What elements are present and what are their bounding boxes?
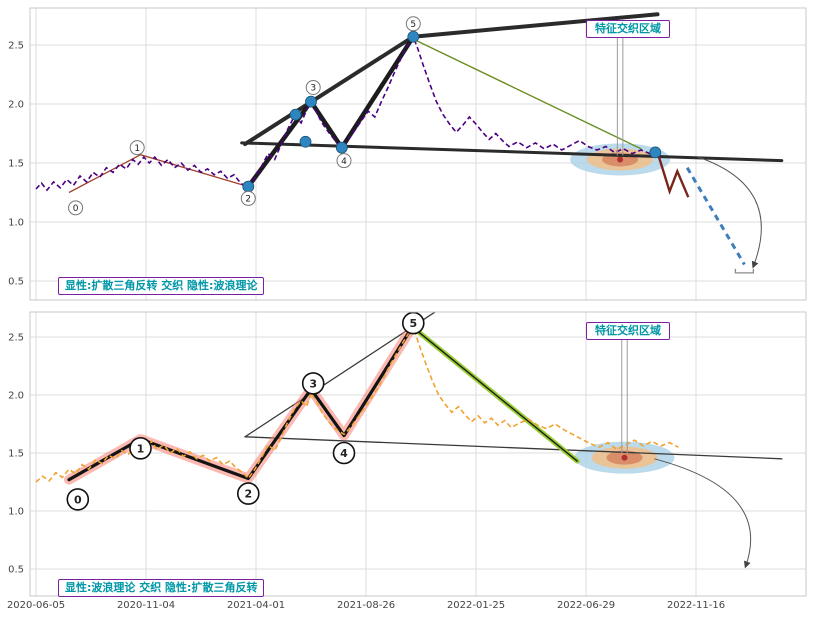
forecast-end-bracket bbox=[734, 268, 755, 274]
interweave-center-dot bbox=[621, 454, 628, 461]
interweave-center-dot bbox=[617, 156, 624, 163]
trend-line bbox=[240, 141, 784, 163]
forecast-dashed-line bbox=[685, 166, 746, 266]
y-tick-label: 2.0 bbox=[8, 100, 24, 111]
wave-marker bbox=[242, 180, 255, 193]
wave-number-label: 5 bbox=[410, 20, 416, 30]
thin-wave-line bbox=[68, 154, 249, 194]
panel-top: 0 1 2 3 4 5 bbox=[30, 8, 806, 300]
wave-number-label: 5 bbox=[409, 317, 417, 330]
y-tick-label: 1.0 bbox=[8, 507, 24, 518]
wave-line bbox=[246, 34, 416, 189]
price-line bbox=[35, 324, 679, 483]
wave-marker bbox=[407, 30, 420, 43]
pattern-label-top: 显性:扩散三角反转 交织 隐性:波浪理论 bbox=[58, 277, 265, 295]
x-tick-label: 2022-11-16 bbox=[667, 600, 725, 611]
wave-number-label: 4 bbox=[341, 157, 347, 167]
x-tick-label: 2022-01-25 bbox=[447, 600, 505, 611]
wave-marker bbox=[335, 141, 348, 154]
wave-number-circle bbox=[405, 16, 421, 32]
wave-number-label: 2 bbox=[244, 488, 252, 501]
trend-line bbox=[411, 12, 660, 39]
wave-number-label: 2 bbox=[245, 195, 251, 205]
aux-line bbox=[412, 327, 578, 462]
wave-marker bbox=[305, 95, 317, 108]
forecast-zigzag bbox=[657, 155, 690, 198]
wave-number-circle bbox=[336, 153, 352, 169]
wave-number-label: 1 bbox=[137, 442, 145, 455]
trend-line bbox=[243, 34, 416, 147]
x-tick-label: 2020-11-04 bbox=[117, 600, 175, 611]
panel-border bbox=[29, 7, 807, 301]
wave-marker bbox=[289, 108, 302, 121]
wave-number-circle bbox=[66, 488, 90, 511]
wave-number-label: 3 bbox=[310, 84, 316, 94]
wave-number-circle bbox=[402, 312, 425, 335]
x-tick-label: 2021-08-26 bbox=[337, 600, 395, 611]
wave-number-label: 0 bbox=[74, 493, 82, 506]
price-line bbox=[35, 34, 659, 192]
wave-number-label: 3 bbox=[309, 377, 317, 390]
aux-line bbox=[412, 38, 642, 150]
wave-line bbox=[67, 323, 415, 482]
wave-number-label: 0 bbox=[73, 204, 79, 214]
wave-marker bbox=[299, 135, 312, 148]
y-tick-label: 2.5 bbox=[8, 333, 24, 344]
panel-border bbox=[29, 311, 807, 597]
wave-number-circle bbox=[301, 372, 325, 395]
wave-number-circle bbox=[240, 190, 256, 206]
region-label-top: 特征交织区域 bbox=[586, 20, 670, 38]
wave-number-circle bbox=[332, 441, 356, 465]
y-tick-label: 0.5 bbox=[8, 277, 24, 288]
y-tick-label: 2.0 bbox=[8, 391, 24, 402]
wave-number-circle bbox=[305, 79, 321, 95]
y-tick-label: 1.5 bbox=[8, 449, 24, 460]
x-tick-label: 2020-06-05 bbox=[7, 600, 65, 611]
wave-number-label: 4 bbox=[340, 447, 348, 460]
x-tick-label: 2021-04-01 bbox=[227, 600, 285, 611]
x-tick-label: 2022-06-29 bbox=[557, 600, 615, 611]
y-tick-label: 1.5 bbox=[8, 159, 24, 170]
pattern-label-bottom: 显性:波浪理论 交织 隐性:扩散三角反转 bbox=[58, 579, 265, 597]
wave-number-label: 1 bbox=[134, 144, 140, 154]
projection-arrow bbox=[698, 156, 762, 269]
wave-number-circle bbox=[129, 140, 145, 156]
wave-number-circle bbox=[237, 482, 260, 505]
y-tick-label: 2.5 bbox=[8, 41, 24, 52]
panel-bottom: 0 1 2 3 4 5 bbox=[30, 312, 806, 596]
wave-number-circle bbox=[129, 437, 152, 460]
region-label-bottom: 特征交织区域 bbox=[586, 322, 670, 340]
y-tick-label: 1.0 bbox=[8, 218, 24, 229]
wave-number-circle bbox=[68, 200, 84, 216]
wave-marker bbox=[649, 146, 662, 159]
projection-arrow bbox=[654, 458, 752, 569]
trend-line bbox=[244, 436, 783, 460]
y-tick-label: 0.5 bbox=[8, 565, 24, 576]
